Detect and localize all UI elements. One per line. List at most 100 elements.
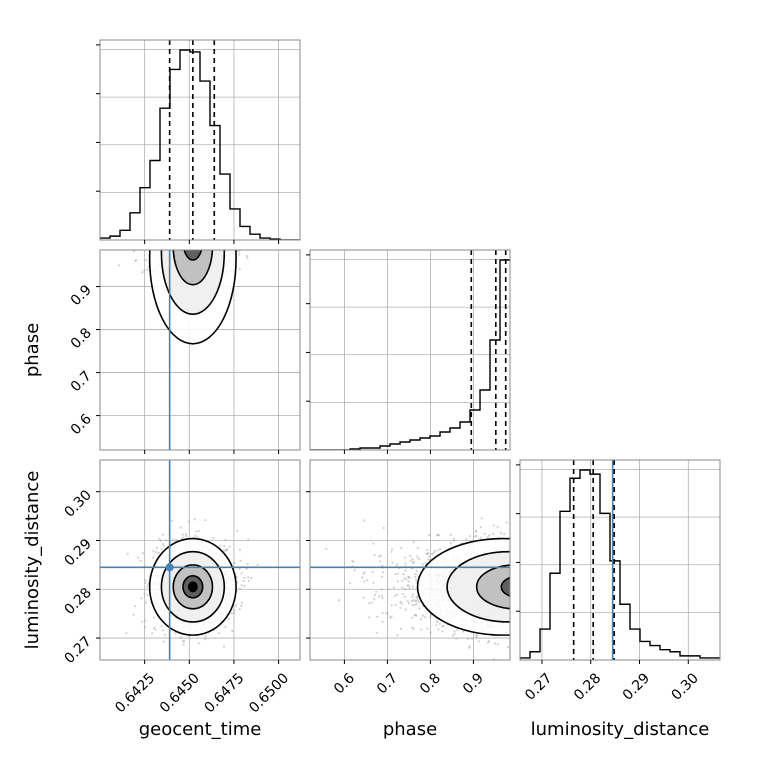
tick-label-y-luminosity_distance-3: 0.30: [61, 487, 94, 520]
contour-phase_vs_luminosity_distance-3: [500, 576, 510, 597]
scatter-point: [517, 594, 519, 596]
scatter-point: [132, 613, 135, 616]
scatter-point: [192, 244, 194, 246]
scatter-point: [198, 243, 200, 245]
scatter-point: [223, 244, 225, 246]
scatter-point: [372, 542, 375, 545]
scatter-point: [246, 257, 249, 260]
scatter-point: [184, 242, 186, 244]
scatter-point: [172, 240, 174, 242]
scatter-point: [488, 534, 491, 537]
scatter-point: [407, 575, 410, 578]
scatter-point: [187, 244, 189, 246]
scatter-point: [151, 632, 154, 635]
scatter-point: [191, 245, 193, 247]
scatter-point: [404, 608, 407, 611]
panel-2d-geocent-time-vs-luminosity-distance-frame: [99, 459, 301, 661]
scatter-point: [236, 529, 239, 533]
axis-title-y-luminosity-distance: luminosity_distance: [22, 471, 43, 650]
scatter-point: [468, 646, 471, 649]
scatter-point: [399, 627, 403, 630]
scatter-point: [517, 581, 519, 583]
tick-label-x-phase-1: 0.7: [374, 670, 401, 697]
tick-label-x-luminosity_distance-1: 0.28: [571, 670, 604, 703]
scatter-point: [396, 563, 399, 566]
scatter-point: [402, 573, 405, 576]
scatter-point: [205, 241, 207, 243]
scatter-point: [162, 545, 166, 548]
scatter-point: [411, 567, 414, 570]
scatter-point: [513, 567, 515, 569]
scatter-point: [517, 598, 519, 600]
scatter-point: [428, 555, 431, 558]
scatter-point: [415, 600, 418, 603]
scatter-point: [203, 241, 205, 243]
scatter-point: [197, 246, 199, 248]
scatter-point: [401, 579, 404, 582]
scatter-point: [381, 564, 384, 567]
scatter-point: [235, 576, 238, 579]
scatter-point: [224, 625, 227, 628]
scatter-point: [373, 593, 376, 597]
contour-geocent_time_vs_phase-2: [172, 250, 214, 286]
scatter-point: [182, 643, 185, 646]
scatter-point: [517, 616, 519, 618]
scatter-point: [165, 539, 168, 542]
scatter-point: [499, 531, 503, 535]
scatter-point: [182, 246, 184, 248]
scatter-point: [228, 247, 230, 249]
scatter-point: [217, 631, 221, 635]
scatter-point: [183, 246, 185, 248]
scatter-point: [141, 620, 144, 624]
truth-marker-geocent_time_vs_luminosity_distance: [165, 563, 174, 572]
scatter-point: [511, 581, 513, 583]
scatter-point: [449, 542, 452, 545]
scatter-point: [146, 594, 149, 597]
scatter-point: [195, 247, 197, 249]
scatter-point: [407, 580, 410, 583]
scatter-point: [211, 248, 213, 250]
scatter-point: [514, 565, 516, 567]
scatter-point: [436, 620, 439, 623]
scatter-point: [181, 31, 183, 33]
scatter-point: [230, 612, 233, 615]
scatter-point: [233, 562, 236, 565]
scatter-point: [510, 565, 512, 567]
panel-2d-geocent-time-vs-phase-frame: [99, 249, 301, 451]
scatter-point: [453, 632, 456, 635]
scatter-point: [511, 588, 513, 590]
scatter-point: [197, 529, 200, 533]
scatter-point: [400, 547, 403, 550]
scatter-point: [373, 554, 376, 557]
scatter-point: [453, 539, 456, 542]
scatter-point: [516, 572, 518, 574]
scatter-point: [452, 537, 456, 540]
scatter-point: [516, 563, 518, 565]
scatter-point: [515, 535, 517, 537]
scatter-point: [505, 521, 508, 524]
scatter-point: [516, 558, 518, 560]
scatter-point: [407, 584, 410, 587]
scatter-point: [200, 242, 202, 244]
scatter-point: [518, 632, 520, 634]
scatter-point: [207, 247, 209, 249]
scatter-point: [392, 586, 396, 589]
hist-step-phase: [310, 259, 510, 450]
scatter-point: [424, 561, 428, 565]
scatter-point: [194, 242, 196, 244]
scatter-point: [470, 637, 474, 640]
scatter-point: [134, 259, 137, 262]
density-level-geocent_time_vs_luminosity_distance-4: [187, 581, 198, 593]
scatter-point: [435, 621, 439, 624]
scatter-point: [380, 594, 383, 597]
scatter-point: [510, 603, 512, 605]
scatter-point: [394, 594, 397, 597]
scatter-point: [396, 634, 399, 637]
scatter-point: [177, 247, 179, 249]
axis-title-x-phase: phase: [383, 719, 437, 740]
scatter-point: [516, 627, 518, 629]
scatter-point: [148, 244, 150, 246]
scatter-point: [411, 604, 414, 607]
scatter-point: [201, 245, 203, 247]
